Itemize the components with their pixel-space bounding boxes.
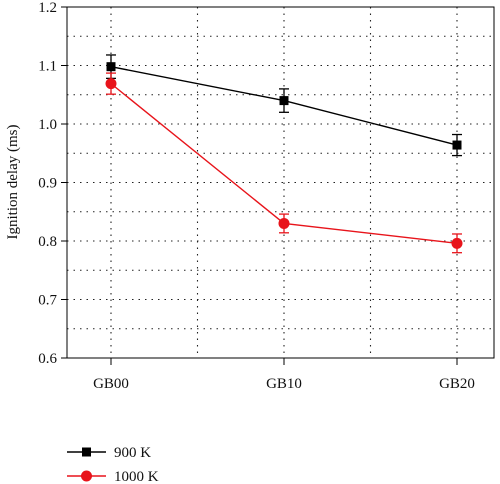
y-axis-title: Ignition delay (ms) xyxy=(5,125,21,240)
y-tick-label: 1.2 xyxy=(38,0,57,16)
x-tick-label: GB10 xyxy=(266,376,302,392)
series-layer xyxy=(105,54,463,254)
legend-label: 1000 K xyxy=(114,469,159,484)
series-900k xyxy=(106,54,462,157)
legend-item: 900 K xyxy=(67,445,151,461)
legend-marker xyxy=(82,447,91,457)
grid-layer xyxy=(67,7,494,358)
y-tick-label: 1.1 xyxy=(38,59,57,75)
x-tick-label: GB00 xyxy=(93,376,129,392)
data-point xyxy=(106,62,116,72)
legend: 900 K 1000 K xyxy=(67,445,159,484)
data-point xyxy=(279,96,289,106)
legend-label: 900 K xyxy=(114,445,151,461)
data-point xyxy=(278,217,290,229)
y-tick-label: 0.8 xyxy=(38,234,57,250)
y-tick-label: 0.7 xyxy=(38,293,57,309)
series-1000k xyxy=(105,72,463,254)
data-point xyxy=(452,140,462,150)
y-tick-label: 1.0 xyxy=(38,117,57,133)
y-tick-label: 0.6 xyxy=(38,351,57,367)
legend-marker xyxy=(81,470,92,482)
data-point xyxy=(451,237,463,249)
y-tick-label: 0.9 xyxy=(38,176,57,192)
legend-item: 1000 K xyxy=(67,469,159,484)
x-tick-label: GB20 xyxy=(439,376,475,392)
axis-layer: 0.6 0.7 0.8 0.9 1.0 1.1 1.2 GB00 GB10 GB20 xyxy=(38,0,475,392)
plot-frame xyxy=(66,6,495,359)
data-point xyxy=(105,78,117,90)
